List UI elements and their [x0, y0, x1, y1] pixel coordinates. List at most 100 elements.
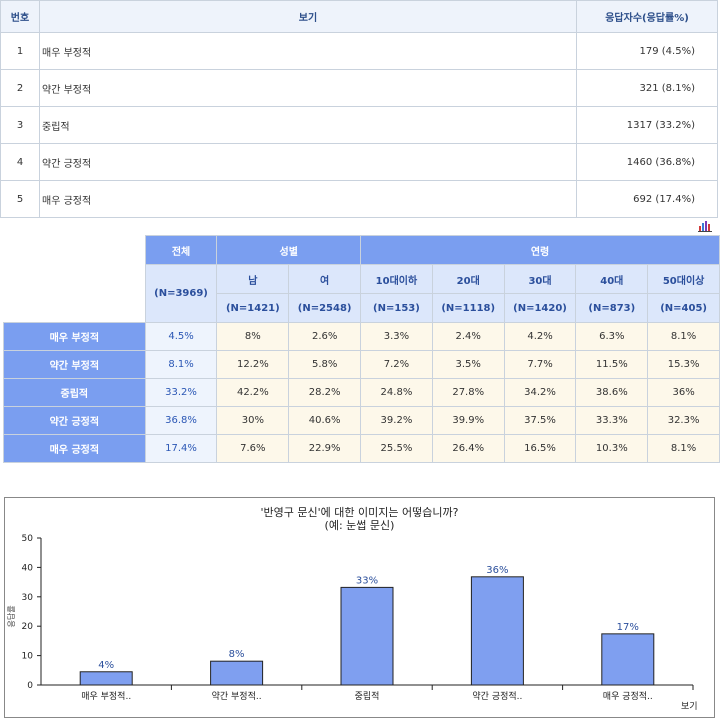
- chart-subtitle: (예: 눈썹 문신): [324, 519, 395, 532]
- group-label-20s: 20대: [431, 264, 505, 294]
- value-cell: 39.9%: [431, 406, 505, 435]
- x-tick-label: 매우 긍정적..: [603, 690, 653, 702]
- value-cell: 8%: [216, 322, 290, 351]
- table-row: 5 매우 긍정적 692 (17.4%): [0, 180, 718, 218]
- value-cell: 3.5%: [431, 350, 505, 379]
- row-label: 중립적: [39, 106, 577, 144]
- total-n: (N=3969): [144, 264, 218, 323]
- row-number: 4: [0, 143, 40, 181]
- data-label: 4%: [98, 660, 114, 671]
- row-value: 321 (8.1%): [576, 69, 718, 107]
- y-axis-label: 응답률: [6, 605, 16, 627]
- value-cell: 7.7%: [503, 350, 577, 379]
- summary-table: 번호 보기 응답자수(응답률%) 1 매우 부정적 179 (4.5%) 2 약…: [0, 0, 718, 218]
- bar-chart-icon[interactable]: [698, 220, 712, 232]
- y-tick-label: 20: [22, 622, 34, 632]
- bar: [470, 576, 524, 686]
- row-label: 중립적: [3, 378, 146, 407]
- value-cell: 27.8%: [431, 378, 505, 407]
- row-value: 1317 (33.2%): [576, 106, 718, 144]
- table-row: 1 매우 부정적 179 (4.5%): [0, 32, 718, 70]
- value-cell: 10.3%: [575, 434, 649, 463]
- bar-chart: 0 10 20 30 40 50 응답률 4% 매우 부정적.. 8% 약간 부정적.. 33% 중립적…: [6, 534, 698, 712]
- group-label-30s: 30대: [503, 264, 577, 294]
- total-cell: 4.5%: [144, 322, 218, 351]
- summary-header-row: 번호 보기 응답자수(응답률%): [0, 0, 718, 33]
- value-cell: 2.4%: [431, 322, 505, 351]
- data-label: 36%: [486, 565, 508, 576]
- value-cell: 42.2%: [216, 378, 290, 407]
- table-row: 약간 부정적 8.1% 12.2% 5.8% 7.2% 3.5% 7.7% 11…: [3, 350, 720, 379]
- group-n-40s: (N=873): [575, 293, 649, 323]
- value-cell: 28.2%: [288, 378, 362, 407]
- group-label-male: 남: [216, 264, 290, 294]
- cross-table: 전체 성별 연령 (N=3969) 남 여 10대이하 20대 30대 40대 …: [3, 235, 720, 463]
- table-row: 중립적 33.2% 42.2% 28.2% 24.8% 27.8% 34.2% …: [3, 378, 720, 407]
- group-n-50s: (N=405): [647, 293, 720, 323]
- value-cell: 36%: [647, 378, 720, 407]
- value-cell: 3.3%: [360, 322, 433, 351]
- bar: [79, 671, 133, 686]
- group-n-20s: (N=1118): [431, 293, 505, 323]
- bar: [340, 586, 394, 686]
- row-label: 매우 부정적: [3, 322, 146, 351]
- value-cell: 26.4%: [431, 434, 505, 463]
- row-number: 3: [0, 106, 40, 144]
- value-cell: 38.6%: [575, 378, 649, 407]
- header-count: 응답자수(응답률%): [576, 0, 718, 33]
- header-no: 번호: [0, 0, 40, 33]
- bar: [210, 660, 264, 686]
- table-row: 3 중립적 1317 (33.2%): [0, 106, 718, 144]
- value-cell: 30%: [216, 406, 290, 435]
- row-number: 1: [0, 32, 40, 70]
- data-label: 8%: [229, 649, 245, 660]
- row-label: 매우 긍정적: [3, 434, 146, 463]
- group-n-male: (N=1421): [216, 293, 290, 323]
- value-cell: 32.3%: [647, 406, 720, 435]
- total-cell: 36.8%: [144, 406, 218, 435]
- group-n-10s: (N=153): [360, 293, 433, 323]
- x-axis-label: 보기: [681, 701, 698, 712]
- value-cell: 2.6%: [288, 322, 362, 351]
- y-tick-label: 30: [22, 593, 34, 603]
- data-label: 17%: [617, 622, 639, 633]
- value-cell: 4.2%: [503, 322, 577, 351]
- group-label-10s: 10대이하: [360, 264, 433, 294]
- group-label-female: 여: [288, 264, 362, 294]
- x-tick-label: 약간 긍정적..: [472, 690, 522, 702]
- table-row: 2 약간 부정적 321 (8.1%): [0, 69, 718, 107]
- value-cell: 5.8%: [288, 350, 362, 379]
- row-value: 1460 (36.8%): [576, 143, 718, 181]
- table-row: 4 약간 긍정적 1460 (36.8%): [0, 143, 718, 181]
- group-n-female: (N=2548): [288, 293, 362, 323]
- value-cell: 22.9%: [288, 434, 362, 463]
- row-label: 매우 긍정적: [39, 180, 577, 218]
- total-header: 전체: [144, 235, 218, 265]
- group-label-40s: 40대: [575, 264, 649, 294]
- value-cell: 8.1%: [647, 434, 720, 463]
- value-cell: 7.2%: [360, 350, 433, 379]
- row-label: 약간 부정적: [3, 350, 146, 379]
- row-label: 매우 부정적: [39, 32, 577, 70]
- data-label: 33%: [356, 575, 378, 586]
- row-label: 약간 긍정적: [3, 406, 146, 435]
- value-cell: 33.3%: [575, 406, 649, 435]
- y-tick-label: 40: [22, 563, 34, 573]
- total-cell: 17.4%: [144, 434, 218, 463]
- group-n-30s: (N=1420): [503, 293, 577, 323]
- value-cell: 12.2%: [216, 350, 290, 379]
- chart-title: '반영구 문신'에 대한 이미지는 어떻습니까?: [260, 506, 459, 519]
- value-cell: 15.3%: [647, 350, 720, 379]
- value-cell: 25.5%: [360, 434, 433, 463]
- value-cell: 6.3%: [575, 322, 649, 351]
- table-row: 매우 긍정적 17.4% 7.6% 22.9% 25.5% 26.4% 16.5…: [3, 434, 720, 463]
- table-row: 매우 부정적 4.5% 8% 2.6% 3.3% 2.4% 4.2% 6.3% …: [3, 322, 720, 351]
- value-cell: 11.5%: [575, 350, 649, 379]
- row-value: 179 (4.5%): [576, 32, 718, 70]
- row-value: 692 (17.4%): [576, 180, 718, 218]
- value-cell: 37.5%: [503, 406, 577, 435]
- chart-panel: '반영구 문신'에 대한 이미지는 어떻습니까? (예: 눈썹 문신) 0 10 2…: [4, 497, 715, 718]
- y-tick-label: 0: [27, 681, 33, 691]
- x-tick-label: 매우 부정적..: [81, 690, 131, 702]
- value-cell: 34.2%: [503, 378, 577, 407]
